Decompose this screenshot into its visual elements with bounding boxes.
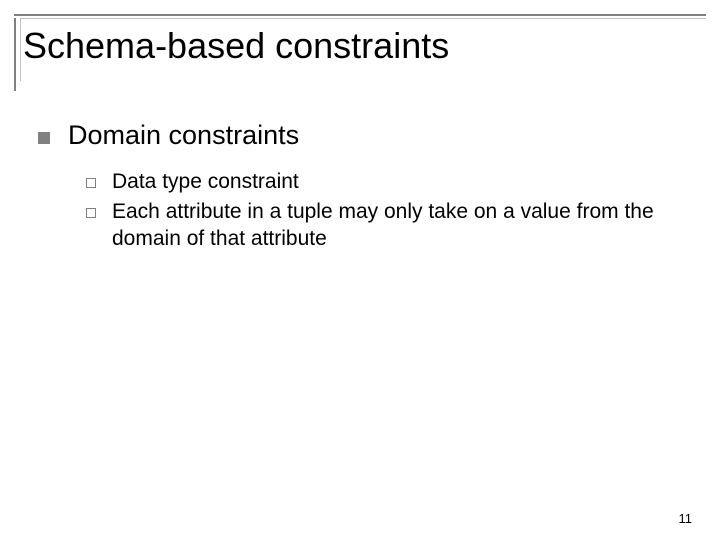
slide-content: Domain constraints Data type constraint …	[38, 120, 690, 256]
title-inner-rule: Schema-based constraints	[20, 18, 706, 81]
bullet-level2: Each attribute in a tuple may only take …	[86, 199, 690, 252]
hollow-square-bullet-icon	[86, 208, 96, 218]
bullet-level2: Data type constraint	[86, 169, 690, 195]
level2-text: Data type constraint	[112, 169, 299, 195]
level2-text: Each attribute in a tuple may only take …	[112, 199, 690, 252]
level2-group: Data type constraint Each attribute in a…	[86, 169, 690, 252]
title-region: Schema-based constraints	[14, 14, 706, 91]
bullet-level1: Domain constraints	[38, 120, 690, 151]
title-top-rule	[14, 14, 706, 16]
title-left-rule: Schema-based constraints	[14, 18, 706, 91]
slide-title: Schema-based constraints	[23, 25, 706, 67]
square-bullet-icon	[38, 132, 50, 144]
page-number: 11	[679, 511, 693, 526]
level1-text: Domain constraints	[68, 120, 299, 151]
hollow-square-bullet-icon	[86, 178, 96, 188]
slide-container: Schema-based constraints Domain constrai…	[0, 0, 720, 540]
